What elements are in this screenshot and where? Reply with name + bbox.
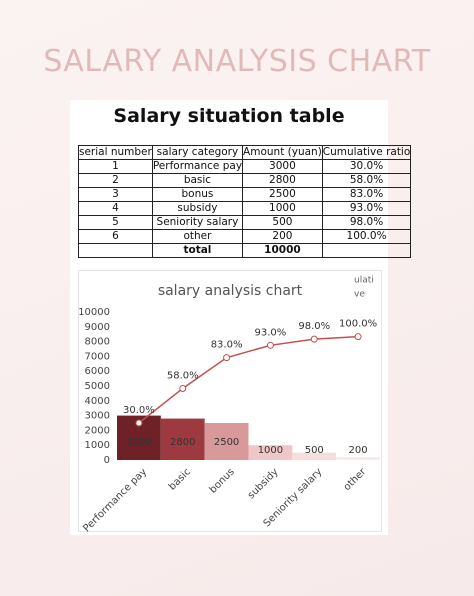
table-cell: Cumulative ratio	[321, 145, 412, 160]
line-marker	[179, 384, 187, 392]
bar	[292, 452, 337, 460]
table-cell: total	[151, 243, 244, 258]
bar-value-label: 2500	[214, 437, 239, 448]
table-cell: 10000	[242, 243, 323, 258]
y-tick-label: 5000	[85, 381, 110, 392]
y-tick-label: 4000	[85, 396, 110, 407]
table-row: serial number salary category Amount (yuan…	[78, 145, 412, 160]
line-marker	[266, 341, 274, 349]
table-cell: Amount (yuan)	[242, 145, 323, 160]
clipped-legend-text: ulati	[354, 276, 374, 286]
x-tick-label: bonus	[208, 466, 237, 495]
bar	[160, 418, 205, 460]
page-title: SALARY ANALYSIS CHART	[43, 44, 431, 79]
bar	[336, 457, 380, 460]
bar-value-label: 200	[349, 445, 368, 456]
line-marker	[223, 354, 231, 362]
bar-value-label: 500	[305, 445, 324, 456]
line-marker	[354, 333, 362, 341]
line-value-label: 58.0%	[167, 370, 199, 381]
bar-value-label: 3000	[126, 437, 151, 448]
cumulative-line	[138, 335, 359, 424]
table-row: total 10000	[78, 243, 412, 258]
line-value-label: 98.0%	[298, 321, 330, 332]
table-cell: subsidy	[151, 201, 244, 216]
table-title: Salary situation table	[113, 105, 345, 127]
salary-table: serial number salary category Amount (yuan…	[78, 145, 412, 258]
table-row: 5 Seniority salary 500 98.0%	[78, 215, 412, 230]
y-tick-label: 9000	[85, 322, 110, 333]
table-cell: 83.0%	[321, 187, 412, 202]
y-tick-label: 0	[104, 455, 110, 466]
clipped-legend-text: ve	[354, 290, 365, 300]
y-tick-label: 8000	[85, 337, 110, 348]
line-marker	[135, 419, 143, 427]
bar	[248, 445, 293, 460]
line-value-label: 30.0%	[123, 405, 155, 416]
y-tick-label: 2000	[85, 425, 110, 436]
x-tick-label: other	[342, 466, 369, 493]
line-value-label: 100.0%	[339, 319, 377, 330]
bar-value-label: 1000	[258, 445, 283, 456]
line-value-label: 83.0%	[211, 340, 243, 351]
y-tick-label: 10000	[78, 307, 110, 318]
line-marker	[310, 335, 318, 343]
x-tick-label: Performance pay	[81, 466, 149, 534]
y-tick-label: 7000	[85, 351, 110, 362]
bar	[204, 423, 249, 460]
table-cell: basic	[151, 173, 244, 188]
chart-title: salary analysis chart	[158, 283, 303, 299]
table-row: 6 other 200 100.0%	[78, 229, 412, 244]
y-tick-label: 3000	[85, 411, 110, 422]
x-tick-label: subsidy	[246, 466, 281, 501]
bar-value-label: 2800	[170, 437, 195, 448]
table-cell	[321, 243, 412, 258]
line-value-label: 93.0%	[255, 327, 287, 338]
y-tick-label: 6000	[85, 366, 110, 377]
x-tick-label: basic	[167, 466, 193, 492]
chart-box	[78, 270, 382, 532]
y-tick-label: 1000	[85, 440, 110, 451]
